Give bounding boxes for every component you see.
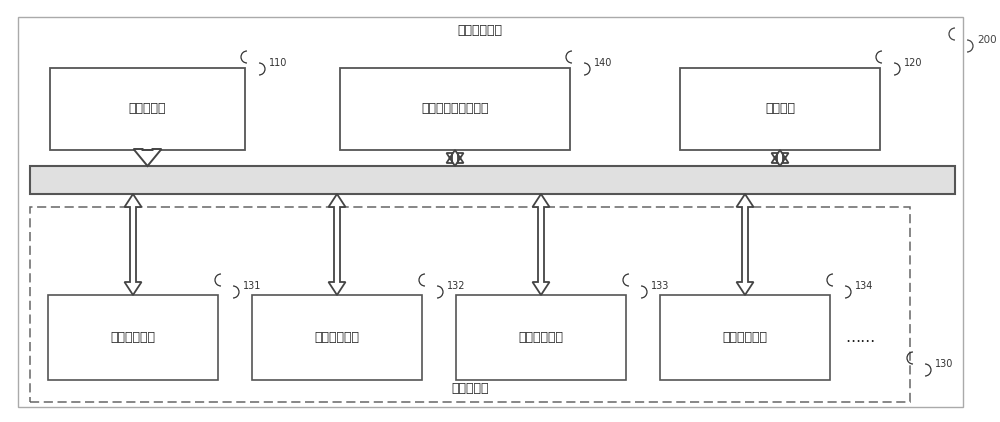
Text: 140: 140	[594, 58, 612, 68]
Polygon shape	[772, 150, 788, 166]
Bar	[30, 166, 955, 194]
Text: 133: 133	[651, 281, 669, 291]
Bar	[456, 295, 626, 380]
Text: 第三处理单元: 第三处理单元	[518, 331, 563, 344]
Text: 110: 110	[269, 58, 287, 68]
Text: 131: 131	[243, 281, 261, 291]
Bar	[680, 68, 880, 150]
Text: 120: 120	[904, 58, 923, 68]
Polygon shape	[446, 150, 464, 166]
Bar	[340, 68, 570, 150]
Polygon shape	[328, 194, 346, 295]
Bar	[252, 295, 422, 380]
Polygon shape	[134, 149, 162, 166]
Text: ……: ……	[845, 330, 875, 345]
Bar	[30, 207, 910, 402]
Text: 任务调度器: 任务调度器	[129, 103, 166, 116]
Text: 132: 132	[447, 281, 466, 291]
Polygon shape	[532, 194, 549, 295]
Text: 200: 200	[977, 35, 997, 45]
Text: 任务处理系统: 任务处理系统	[458, 24, 503, 36]
Text: 第一处理单元: 第一处理单元	[110, 331, 156, 344]
Bar	[50, 68, 245, 150]
Polygon shape	[125, 194, 142, 295]
Bar	[660, 295, 830, 380]
Polygon shape	[736, 194, 754, 295]
Text: 共享内存: 共享内存	[765, 103, 795, 116]
Text: 134: 134	[855, 281, 873, 291]
Text: 第二处理单元: 第二处理单元	[314, 331, 360, 344]
Text: 直接存储器访问单元: 直接存储器访问单元	[421, 103, 489, 116]
Text: 130: 130	[935, 359, 953, 369]
Text: 第四处理单元: 第四处理单元	[722, 331, 767, 344]
Text: 处理单元组: 处理单元组	[451, 382, 489, 395]
Bar	[48, 295, 218, 380]
